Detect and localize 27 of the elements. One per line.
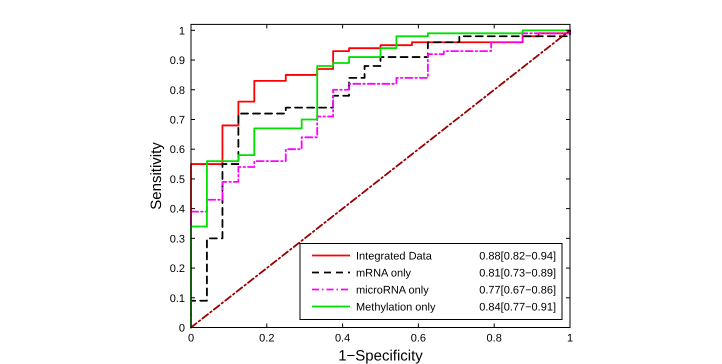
x-tick-label: 0.6 [410, 332, 426, 344]
x-tick-label: 0.4 [334, 332, 350, 344]
annotation: 0.84[0.77−0.91] [479, 302, 556, 314]
y-tick-label: 1 [178, 25, 185, 38]
x-tick-label: 0.2 [259, 332, 274, 344]
y-tick-label: 0.9 [170, 55, 185, 68]
annotation: 0.77[0.67−0.86] [479, 284, 556, 296]
y-tick-label: 0 [178, 322, 185, 334]
y-axis-title: Sensitivity [148, 142, 165, 210]
legend-label: mRNA only [356, 268, 412, 280]
annotation: 0.81[0.73−0.89] [479, 268, 556, 280]
y-tick-label: 0.8 [170, 84, 185, 97]
y-tick-label: 0.4 [170, 204, 185, 216]
legend-label: Methylation only [356, 302, 436, 314]
legend-label: microRNA only [356, 284, 430, 296]
y-tick-label: 0.3 [170, 233, 185, 246]
y-tick-label: 0.5 [170, 174, 185, 186]
y-tick-label: 0.7 [170, 114, 185, 126]
x-tick-label: 0.8 [486, 332, 502, 344]
annotation: 0.88[0.82−0.94] [479, 250, 556, 262]
x-tick-label: 1 [566, 332, 574, 344]
x-tick-label: 0 [188, 332, 194, 344]
y-tick-label: 0.1 [170, 292, 185, 305]
y-tick-label: 0.6 [170, 144, 185, 156]
x-axis-title: 1−Specificity [338, 348, 424, 364]
legend-label: Integrated Data [356, 250, 433, 262]
y-tick-label: 0.2 [170, 263, 185, 276]
